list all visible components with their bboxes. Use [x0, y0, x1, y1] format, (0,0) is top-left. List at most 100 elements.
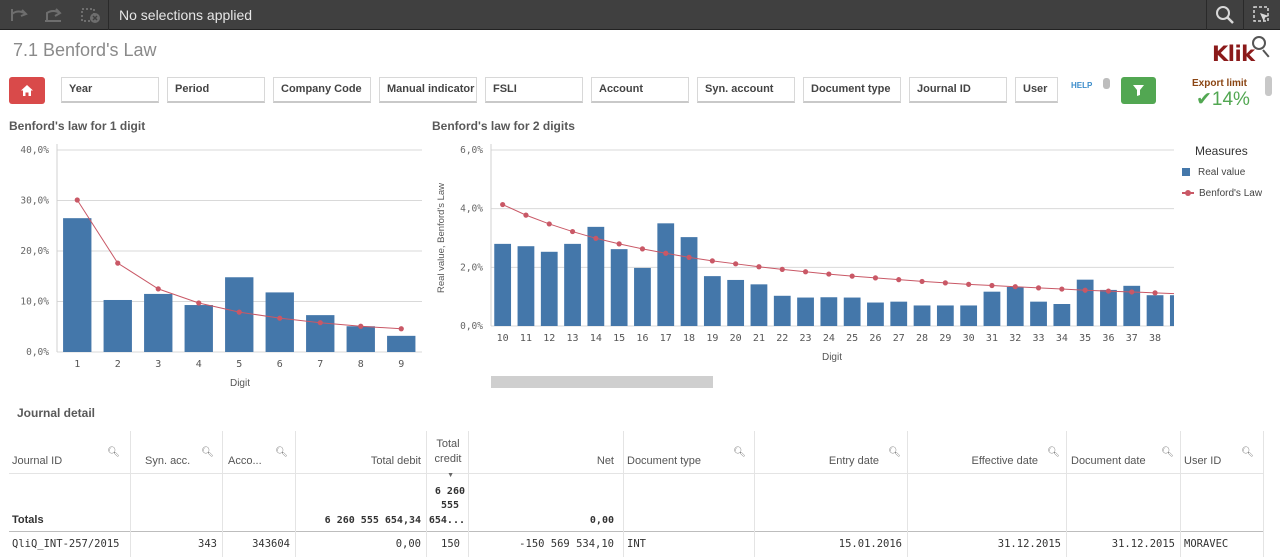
- column-header[interactable]: Entry date 🔍︎: [828, 447, 901, 467]
- filter-syn-account[interactable]: Syn. account: [697, 77, 795, 103]
- x-tick-label: 7: [317, 359, 323, 370]
- benford-point: [500, 201, 506, 208]
- benford-point: [896, 277, 902, 283]
- check-icon: ✔: [1196, 89, 1212, 110]
- step-forward-icon[interactable]: [43, 5, 65, 25]
- bar: [103, 299, 132, 352]
- benford-point: [115, 260, 121, 266]
- step-back-icon[interactable]: [8, 5, 30, 25]
- filter-document-type[interactable]: Document type: [803, 77, 901, 103]
- x-tick-label: 31: [986, 333, 998, 344]
- x-tick-label: 14: [590, 333, 602, 344]
- help-link[interactable]: HELP: [1071, 81, 1093, 90]
- filter-manual-indicator[interactable]: Manual indicator: [379, 77, 477, 103]
- filter-fsli[interactable]: FSLI: [485, 77, 583, 103]
- search-icon[interactable]: 🔍︎: [201, 447, 214, 458]
- search-icon[interactable]: 🔍︎: [888, 447, 901, 458]
- x-tick-label: 13: [567, 333, 579, 344]
- column-net: Net 0,00 -150 569 534,10: [468, 431, 623, 557]
- x-tick-label: 15: [613, 333, 625, 344]
- column-header[interactable]: Document type 🔍︎: [627, 447, 746, 467]
- x-tick-label: 24: [823, 333, 835, 344]
- funnel-icon: [1133, 85, 1144, 96]
- page-scrollbar[interactable]: [1265, 76, 1272, 96]
- search-icon[interactable]: 🔍︎: [107, 447, 120, 458]
- search-icon[interactable]: [1207, 0, 1243, 30]
- y-tick-label: 40,0%: [20, 145, 49, 156]
- search-icon[interactable]: 🔍︎: [1241, 447, 1254, 458]
- x-tick-label: 21: [753, 333, 765, 344]
- benford-point: [1059, 286, 1065, 292]
- filter-button[interactable]: [1121, 77, 1156, 104]
- bar: [1030, 301, 1047, 326]
- column-header[interactable]: Total debit: [370, 455, 421, 467]
- filter-journal-id[interactable]: Journal ID: [909, 77, 1007, 103]
- top-toolbar: No selections applied: [0, 0, 1280, 30]
- search-icon[interactable]: 🔍︎: [733, 447, 746, 458]
- table-row[interactable]: QliQ_INT-257/2015: [12, 538, 120, 550]
- chart2-scrollbar[interactable]: [491, 376, 713, 388]
- benford-point: [639, 246, 646, 252]
- filter-year[interactable]: Year: [61, 77, 159, 103]
- benford-point: [1082, 287, 1088, 293]
- selection-status: No selections applied: [119, 7, 253, 23]
- x-tick-label: 33: [1033, 333, 1045, 344]
- benford-point: [1152, 290, 1158, 296]
- column-header[interactable]: Journal ID 🔍︎: [12, 447, 120, 467]
- benford-point: [779, 266, 785, 272]
- search-icon[interactable]: 🔍︎: [275, 447, 288, 458]
- bar: [1076, 279, 1094, 326]
- sort-desc-icon[interactable]: ▼: [447, 472, 454, 479]
- column-header[interactable]: User ID 🔍︎: [1184, 447, 1254, 467]
- filter-scrollbar[interactable]: [1103, 78, 1110, 89]
- bar: [750, 284, 768, 326]
- column-header[interactable]: Syn. acc. 🔍︎: [145, 447, 214, 467]
- bar: [184, 305, 213, 352]
- selection-tool-icon[interactable]: [1244, 0, 1280, 30]
- home-button[interactable]: [9, 77, 45, 104]
- benford-point: [546, 221, 552, 227]
- x-tick-label: 5: [236, 359, 242, 370]
- bar: [610, 249, 628, 326]
- totals-cell: Totals: [9, 473, 130, 532]
- bar: [1006, 286, 1024, 326]
- x-axis-label: Digit: [230, 378, 250, 389]
- bar: [1053, 304, 1071, 326]
- filter-user[interactable]: User: [1015, 77, 1058, 103]
- bar: [1169, 295, 1174, 326]
- column-header[interactable]: Document date 🔍︎: [1071, 447, 1174, 467]
- y-tick-label: 20,0%: [20, 246, 49, 257]
- toolbar-divider: [1206, 0, 1207, 30]
- x-tick-label: 12: [543, 333, 555, 344]
- export-limit-value: ✔14%: [1196, 89, 1250, 110]
- legend-item-benford[interactable]: Benford's Law: [1182, 188, 1262, 199]
- bar: [517, 246, 535, 326]
- column-header[interactable]: Effective date 🔍︎: [971, 447, 1060, 467]
- filter-period[interactable]: Period: [167, 77, 265, 103]
- x-tick-label: 37: [1126, 333, 1138, 344]
- column-header[interactable]: Net: [596, 455, 614, 467]
- x-tick-label: 38: [1149, 333, 1161, 344]
- search-icon[interactable]: 🔍︎: [1161, 447, 1174, 458]
- bar: [680, 237, 698, 326]
- legend-item-real-value[interactable]: Real value: [1182, 167, 1245, 178]
- y-tick-label: 0,0%: [26, 347, 49, 358]
- clear-selections-icon[interactable]: [80, 5, 102, 25]
- x-tick-label: 8: [358, 359, 364, 370]
- benford-point: [826, 271, 832, 277]
- x-tick-label: 17: [660, 333, 672, 344]
- filter-account[interactable]: Account: [591, 77, 689, 103]
- column-header[interactable]: Acco... 🔍︎: [228, 447, 288, 467]
- benford-point: [919, 278, 925, 285]
- column-header[interactable]: Total credit: [434, 438, 462, 465]
- y-tick-label: 0,0%: [460, 321, 483, 332]
- benford-point: [756, 264, 762, 270]
- column-user-id: User ID 🔍︎ MORAVEC: [1180, 431, 1264, 557]
- column-journal-id: Journal ID 🔍︎ Totals QliQ_INT-257/2015: [9, 431, 130, 557]
- search-icon[interactable]: 🔍︎: [1047, 447, 1060, 458]
- toolbar-divider: [108, 0, 109, 30]
- filter-company-code[interactable]: Company Code: [273, 77, 371, 103]
- x-tick-label: 35: [1079, 333, 1091, 344]
- toolbar-divider: [1243, 0, 1244, 30]
- bar: [587, 226, 605, 326]
